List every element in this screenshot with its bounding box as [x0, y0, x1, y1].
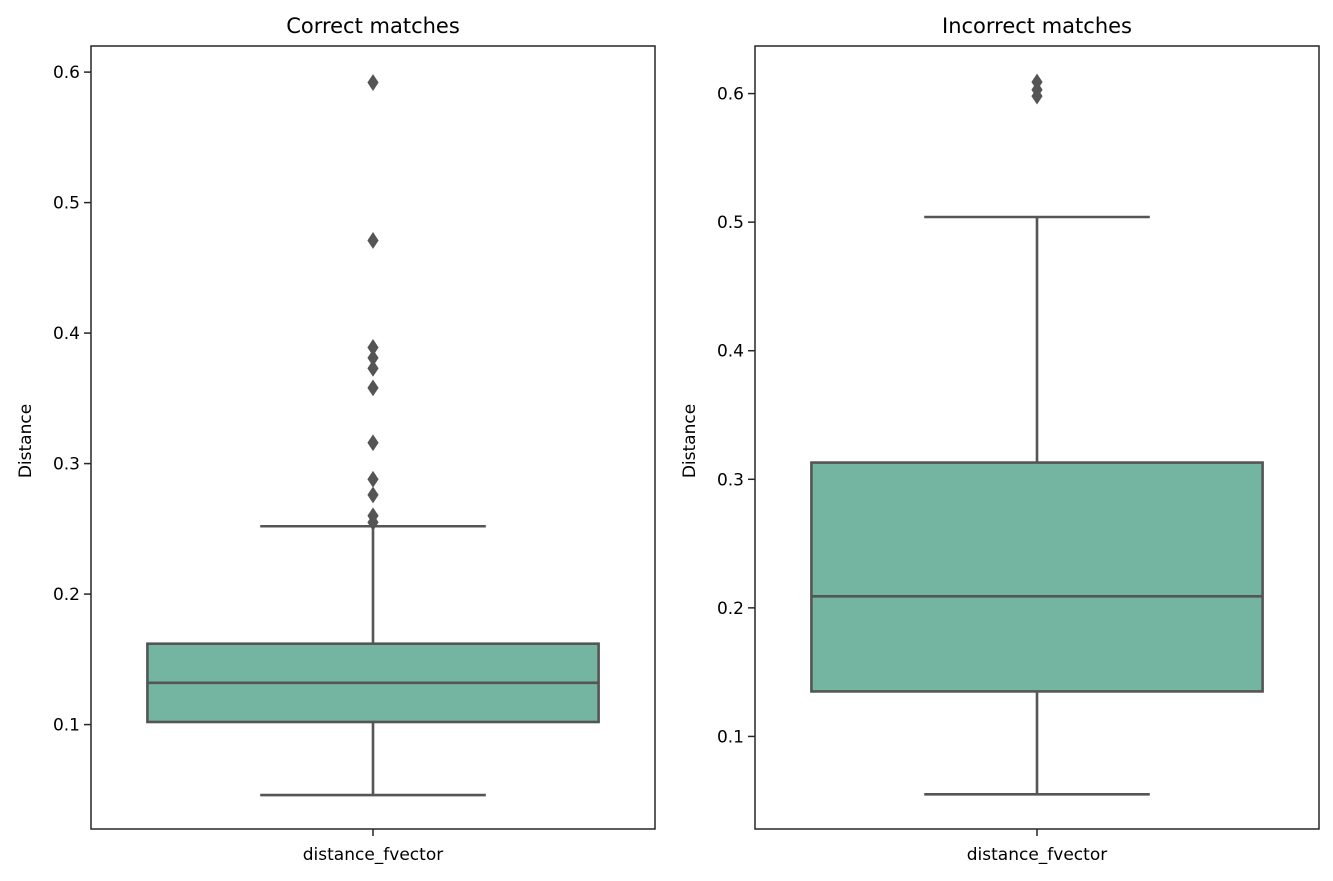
y-tick-label: 0.3	[717, 470, 744, 490]
outlier-point	[1031, 87, 1043, 105]
y-tick-label: 0.6	[717, 85, 744, 105]
outlier-point	[367, 74, 379, 91]
y-tick-label: 0.2	[717, 599, 744, 619]
iqr-box	[810, 461, 1264, 693]
y-tick-label: 0.3	[53, 455, 80, 475]
panel-incorrect-matches: Incorrect matches Distance distance_fvec…	[680, 14, 1320, 865]
x-tick-label: distance_fvector	[967, 845, 1107, 865]
chart-title: Correct matches	[286, 14, 460, 38]
y-axis-label: Distance	[680, 404, 700, 478]
outlier-point	[367, 513, 379, 531]
plot-frame	[90, 45, 656, 830]
chart-title: Incorrect matches	[942, 14, 1132, 38]
y-tick-label: 0.1	[53, 716, 80, 736]
boxplot	[810, 215, 1264, 796]
y-tick-label: 0.5	[53, 194, 80, 214]
outlier-points	[367, 74, 379, 531]
panel-correct-matches: Correct matches Distance distance_fvecto…	[16, 14, 656, 865]
y-tick-label: 0.2	[53, 585, 80, 605]
y-axis-label: Distance	[16, 404, 36, 478]
y-axis-ticks: 0.1 0.2 0.3 0.4 0.5 0.6	[53, 63, 374, 836]
boxplot	[146, 524, 600, 797]
outlier-points	[1031, 73, 1043, 105]
x-tick-label: distance_fvector	[303, 845, 443, 865]
y-tick-label: 0.5	[717, 213, 744, 233]
outlier-point	[367, 232, 379, 249]
y-tick-label: 0.6	[53, 63, 80, 83]
y-tick-label: 0.1	[717, 727, 744, 747]
y-tick-label: 0.4	[53, 324, 80, 344]
outlier-point	[367, 486, 379, 504]
y-tick-label: 0.4	[717, 342, 744, 362]
y-axis-ticks: 0.1 0.2 0.3 0.4 0.5 0.6	[717, 85, 1038, 836]
plot-frame	[754, 45, 1320, 830]
outlier-point	[367, 434, 379, 452]
outlier-point	[367, 359, 379, 377]
outlier-point	[367, 379, 379, 397]
